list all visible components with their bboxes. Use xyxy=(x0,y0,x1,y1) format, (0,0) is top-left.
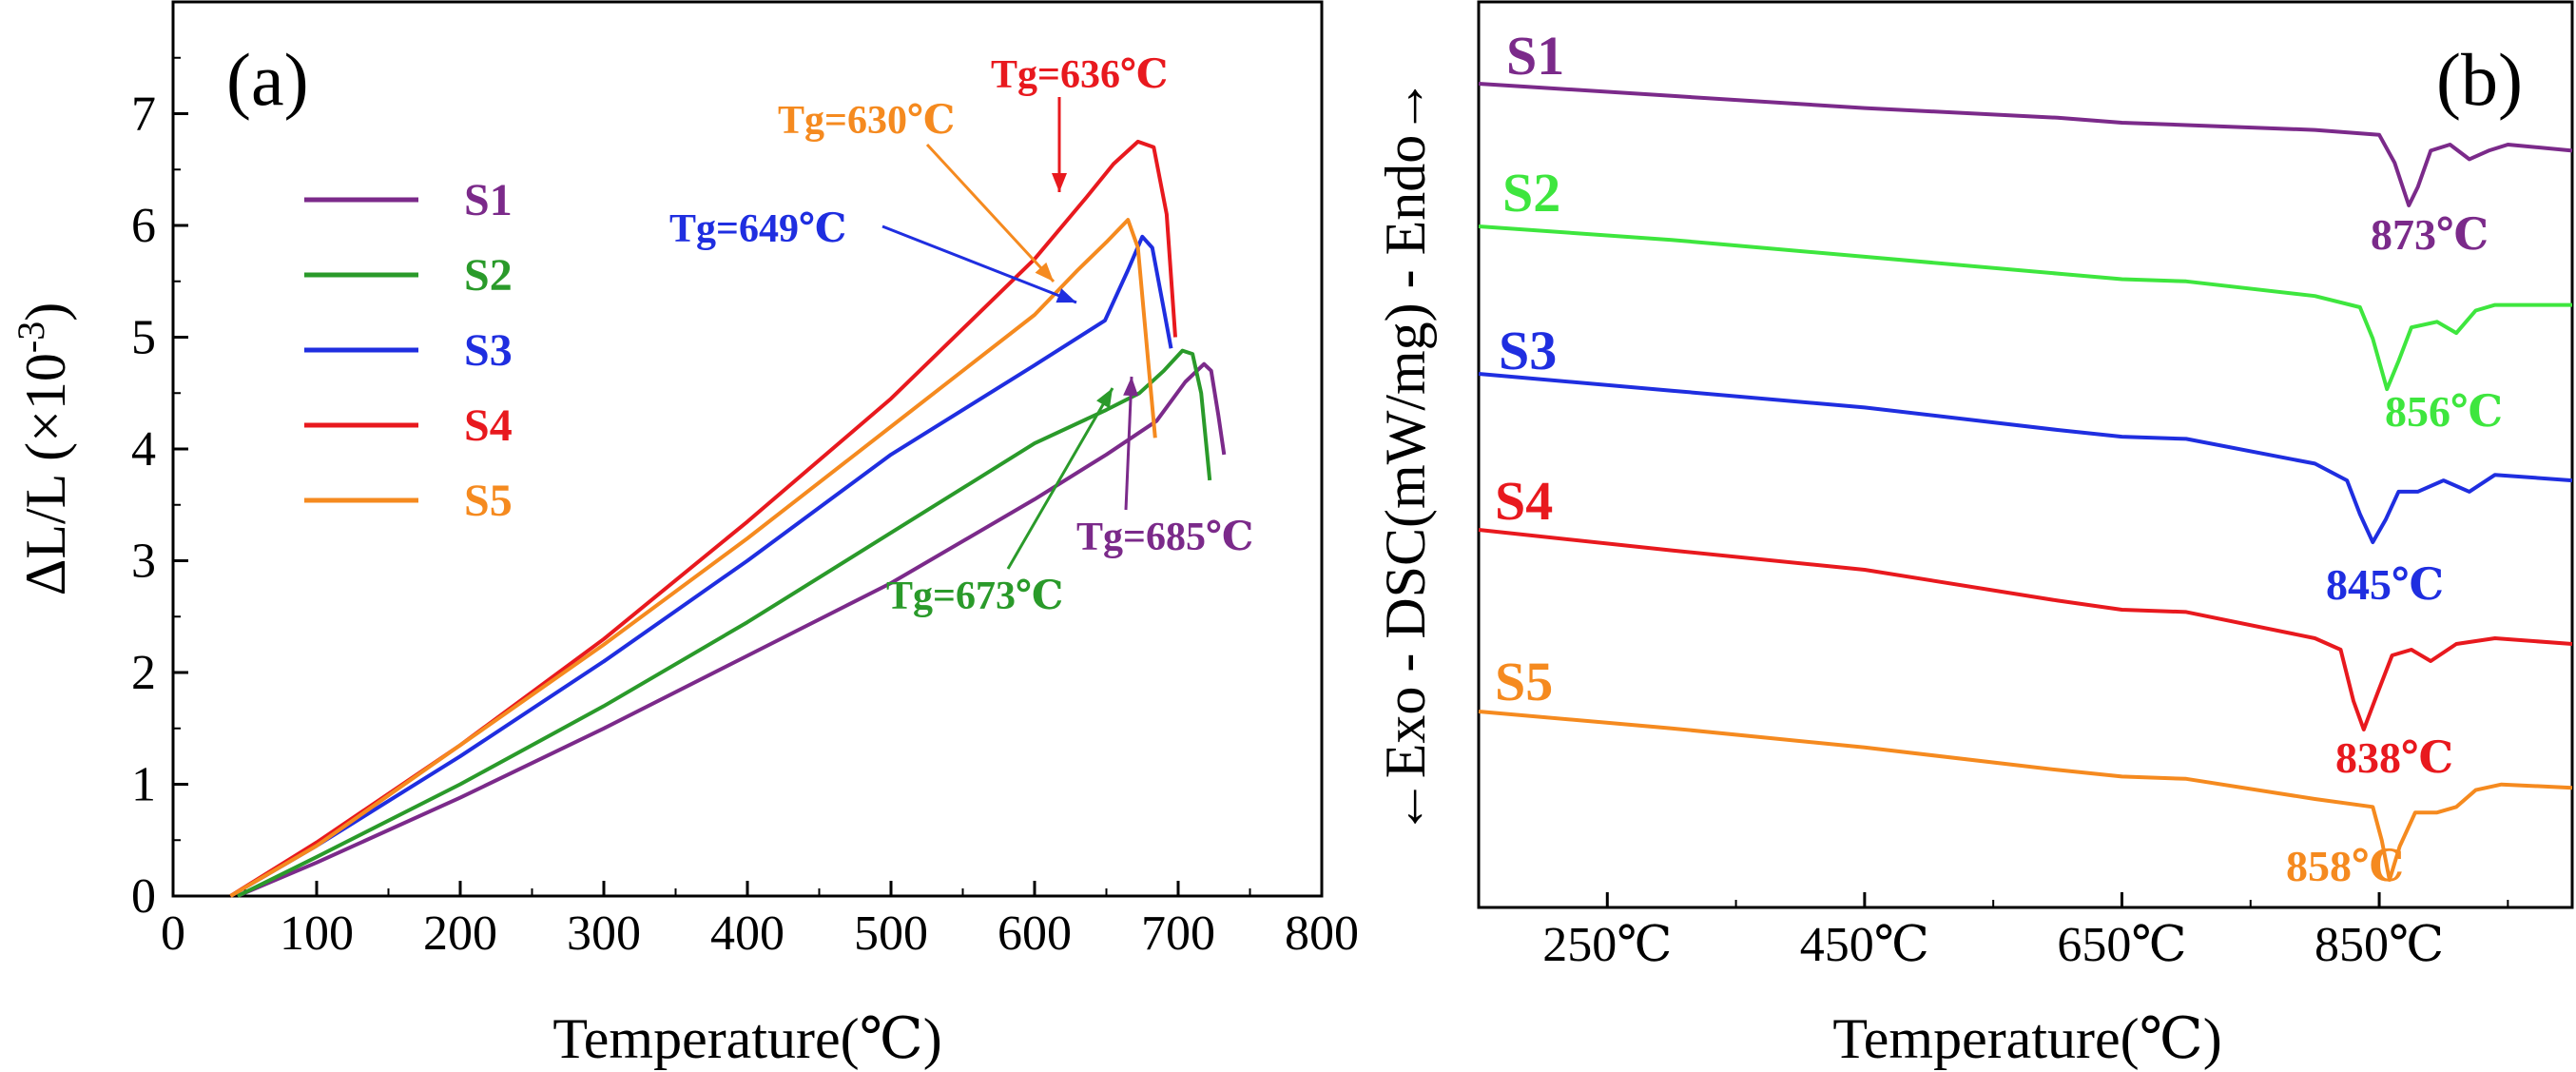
panel-b-x-axis-title: Temperature(℃) xyxy=(1832,1007,2221,1070)
panel-a-legend: S1 S2 S3 S4 S5 xyxy=(304,175,513,526)
panel-a-x-tick-label-0: 0 xyxy=(161,906,185,961)
dsc-peak-label-s1: 873℃ xyxy=(2371,210,2489,259)
legend-label-s5: S5 xyxy=(464,476,513,526)
panel-a-x-tick-label-600: 600 xyxy=(997,906,1072,961)
dsc-series-label-s4: S4 xyxy=(1495,470,1553,532)
panel-b-y-axis-title: ←Exo - DSC(mW/mg) - Endo→ xyxy=(1374,78,1437,836)
panel-a-y-tick-label-0: 0 xyxy=(131,869,156,924)
panel-a-x-tick-label-800: 800 xyxy=(1285,906,1359,961)
dsc-peak-label-s5: 858℃ xyxy=(2286,842,2404,890)
panel-a-y-tick-label-7: 7 xyxy=(131,88,156,142)
legend-label-s3: S3 xyxy=(464,325,513,376)
annotation-arrow-tg-685 xyxy=(1123,376,1139,511)
dsc-series-label-s5: S5 xyxy=(1495,651,1553,712)
dsc-peak-label-s2: 856℃ xyxy=(2385,387,2503,436)
panel-b-dsc-chart: 250℃ 450℃ 650℃ 850℃ S1 873℃ S2 856℃ S3 845℃ S4 838… xyxy=(1374,0,2574,1070)
annotation-tg-636: Tg=636℃ xyxy=(991,53,1168,97)
panel-b-x-tick-label-450: 450℃ xyxy=(1800,918,1929,972)
dsc-curve-s4 xyxy=(1478,528,2573,731)
panel-a-x-tick-label-700: 700 xyxy=(1141,906,1215,961)
panel-a-plot-frame xyxy=(171,0,1324,898)
panel-a-x-tick-label-100: 100 xyxy=(280,906,354,961)
annotation-arrow-tg-636 xyxy=(1052,97,1067,192)
panel-a-x-tick-label-500: 500 xyxy=(854,906,928,961)
legend-label-s4: S4 xyxy=(464,400,513,451)
series-line-s5 xyxy=(229,218,1157,898)
annotation-tg-673: Tg=673℃ xyxy=(886,575,1063,618)
panel-a-y-tick-label-3: 3 xyxy=(131,535,156,589)
dsc-curve-s1 xyxy=(1478,82,2573,207)
panel-a-y-tick-label-6: 6 xyxy=(131,199,156,253)
annotation-arrow-tg-649 xyxy=(881,224,1077,304)
annotation-tg-649: Tg=649℃ xyxy=(669,207,846,251)
panel-b-x-ticks: 250℃ 450℃ 650℃ 850℃ xyxy=(1478,892,2509,972)
panel-a-y-tick-label-1: 1 xyxy=(131,758,156,812)
dsc-series-label-s2: S2 xyxy=(1502,162,1560,224)
panel-b-plot-frame xyxy=(1477,0,2574,909)
dsc-curve-s2 xyxy=(1478,224,2572,392)
panel-b-series-labels: S1 873℃ S2 856℃ S3 845℃ S4 838℃ S5 858℃ xyxy=(1495,25,2503,890)
panel-a-x-tick-label-400: 400 xyxy=(710,906,784,961)
series-line-s4 xyxy=(229,139,1177,898)
panel-a-annotation-arrows xyxy=(881,97,1139,570)
series-line-s1 xyxy=(237,361,1227,898)
legend-label-s1: S1 xyxy=(464,175,513,225)
panel-b-x-tick-label-650: 650℃ xyxy=(2057,918,2186,972)
panel-a-x-ticks: 0 100 200 300 400 500 600 700 800 xyxy=(161,881,1359,961)
panel-b-series-lines xyxy=(1478,82,2573,882)
series-line-s3 xyxy=(229,234,1173,898)
panel-a-x-axis-title: Temperature(℃) xyxy=(552,1007,941,1070)
panel-a-series-lines xyxy=(229,139,1227,898)
panel-a-y-tick-label-2: 2 xyxy=(131,646,156,700)
panel-a-y-axis-title: ΔL/L (×10-3) xyxy=(10,302,77,595)
panel-a-y-axis-title-main: ΔL/L (×10 xyxy=(14,353,77,595)
dsc-series-label-s3: S3 xyxy=(1499,320,1557,381)
annotation-tg-685: Tg=685℃ xyxy=(1076,516,1253,559)
panel-b-x-tick-label-850: 850℃ xyxy=(2315,918,2444,972)
annotation-tg-630: Tg=630℃ xyxy=(778,99,955,143)
panel-b-tag: (b) xyxy=(2436,38,2523,121)
panel-a-y-tick-label-5: 5 xyxy=(131,311,156,365)
dsc-peak-label-s4: 838℃ xyxy=(2335,733,2453,782)
panel-a-y-axis-title-exponent: -3 xyxy=(10,322,52,353)
panel-a-x-tick-label-300: 300 xyxy=(567,906,641,961)
series-line-s2 xyxy=(237,348,1212,898)
panel-a-y-axis-title-close: ) xyxy=(14,302,77,322)
annotation-arrow-tg-673 xyxy=(1006,387,1114,570)
legend-label-s2: S2 xyxy=(464,250,513,301)
panel-a-y-tick-label-4: 4 xyxy=(131,422,156,477)
panel-a-y-ticks: 0 1 2 3 4 5 6 7 xyxy=(131,56,188,924)
annotation-arrow-tg-630 xyxy=(925,143,1056,283)
dsc-curve-s5 xyxy=(1478,710,2573,882)
panel-a-tag: (a) xyxy=(226,38,309,121)
dsc-series-label-s1: S1 xyxy=(1506,25,1564,87)
panel-a-x-tick-label-200: 200 xyxy=(423,906,497,961)
dsc-curve-s3 xyxy=(1478,372,2573,544)
dsc-peak-label-s3: 845℃ xyxy=(2326,560,2444,609)
panel-b-x-tick-label-250: 250℃ xyxy=(1542,918,1672,972)
